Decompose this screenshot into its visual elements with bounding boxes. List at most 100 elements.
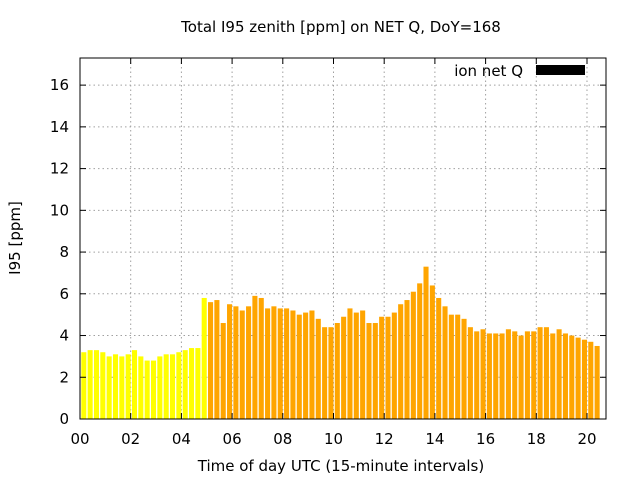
bar (195, 348, 201, 419)
bar (480, 329, 486, 419)
bar (455, 314, 461, 419)
bar (429, 285, 435, 419)
y-tick-label: 16 (50, 76, 69, 94)
bar (594, 345, 600, 419)
bar (303, 312, 309, 419)
y-tick-label: 2 (59, 368, 69, 386)
bar (467, 327, 473, 419)
bar (93, 350, 100, 419)
y-tick-label: 4 (59, 327, 69, 345)
legend: ion net Q (454, 62, 585, 80)
bar (87, 350, 93, 419)
y-tick-label: 6 (59, 285, 69, 303)
bar (119, 356, 125, 419)
bar (163, 354, 169, 419)
bar (265, 308, 271, 419)
bar (493, 333, 499, 419)
bar (588, 341, 594, 419)
bar (106, 356, 112, 419)
bar (372, 323, 378, 419)
x-tick-label: 02 (121, 430, 140, 448)
bar (214, 300, 220, 419)
legend-label: ion net Q (454, 62, 523, 80)
bar (537, 327, 543, 419)
bar (366, 323, 372, 419)
bar (315, 318, 321, 419)
bar (347, 308, 353, 419)
bar (518, 335, 524, 419)
bar (486, 333, 492, 419)
bar (271, 306, 277, 419)
bar (505, 329, 511, 419)
bar (543, 327, 549, 419)
bar (100, 352, 106, 419)
bar (474, 331, 480, 419)
bar (417, 283, 423, 419)
bar (252, 295, 258, 419)
x-tick-label: 06 (223, 430, 242, 448)
bar (208, 302, 214, 419)
chart-title: Total I95 zenith [ppm] on NET Q, DoY=168 (180, 18, 501, 36)
bar (341, 316, 347, 419)
bar (258, 297, 264, 419)
y-tick-label: 10 (50, 201, 69, 219)
bar (131, 350, 138, 419)
bar (436, 297, 442, 419)
bar (391, 312, 397, 419)
x-tick-label: 00 (70, 430, 89, 448)
bar (423, 266, 429, 419)
y-tick-label: 12 (50, 160, 69, 178)
bars (81, 266, 600, 419)
x-tick-label: 18 (527, 430, 546, 448)
bar (309, 310, 315, 419)
x-tick-label: 04 (172, 430, 191, 448)
bar (201, 297, 207, 419)
bar (296, 314, 302, 419)
bar (169, 354, 176, 419)
bar (385, 316, 391, 419)
bar (138, 356, 144, 419)
bar (112, 354, 119, 419)
bar (125, 354, 131, 419)
y-axis-label: I95 [ppm] (6, 201, 24, 275)
bar (531, 331, 537, 419)
bar (379, 316, 385, 419)
x-tick-label: 20 (577, 430, 596, 448)
bar (144, 360, 150, 419)
bar (353, 312, 359, 419)
bar (290, 310, 296, 419)
bar (246, 306, 252, 419)
bar (150, 360, 157, 419)
x-tick-label: 12 (375, 430, 394, 448)
bar (410, 291, 416, 419)
bar (569, 335, 575, 419)
x-tick-label: 16 (476, 430, 495, 448)
bar (189, 348, 195, 419)
bar (239, 310, 245, 419)
y-tick-label: 8 (59, 243, 69, 261)
bar (360, 310, 366, 419)
bar (562, 333, 568, 419)
bar (176, 352, 182, 419)
bar (512, 331, 518, 419)
bar (524, 331, 530, 419)
bar (328, 327, 334, 419)
x-axis-label: Time of day UTC (15-minute intervals) (197, 457, 484, 475)
x-tick-label: 14 (425, 430, 444, 448)
plot-frame (79, 57, 607, 420)
bar (550, 333, 556, 419)
bar (284, 308, 290, 419)
bar (442, 306, 448, 419)
x-tick-label: 08 (273, 430, 292, 448)
bar (334, 323, 340, 419)
bar (404, 300, 410, 419)
grid (80, 58, 606, 419)
bar (499, 333, 505, 419)
bar (575, 337, 581, 419)
bar (81, 352, 87, 419)
bar (277, 308, 283, 419)
bar (556, 329, 562, 419)
y-tick-label: 0 (59, 410, 69, 428)
bar (322, 327, 328, 419)
